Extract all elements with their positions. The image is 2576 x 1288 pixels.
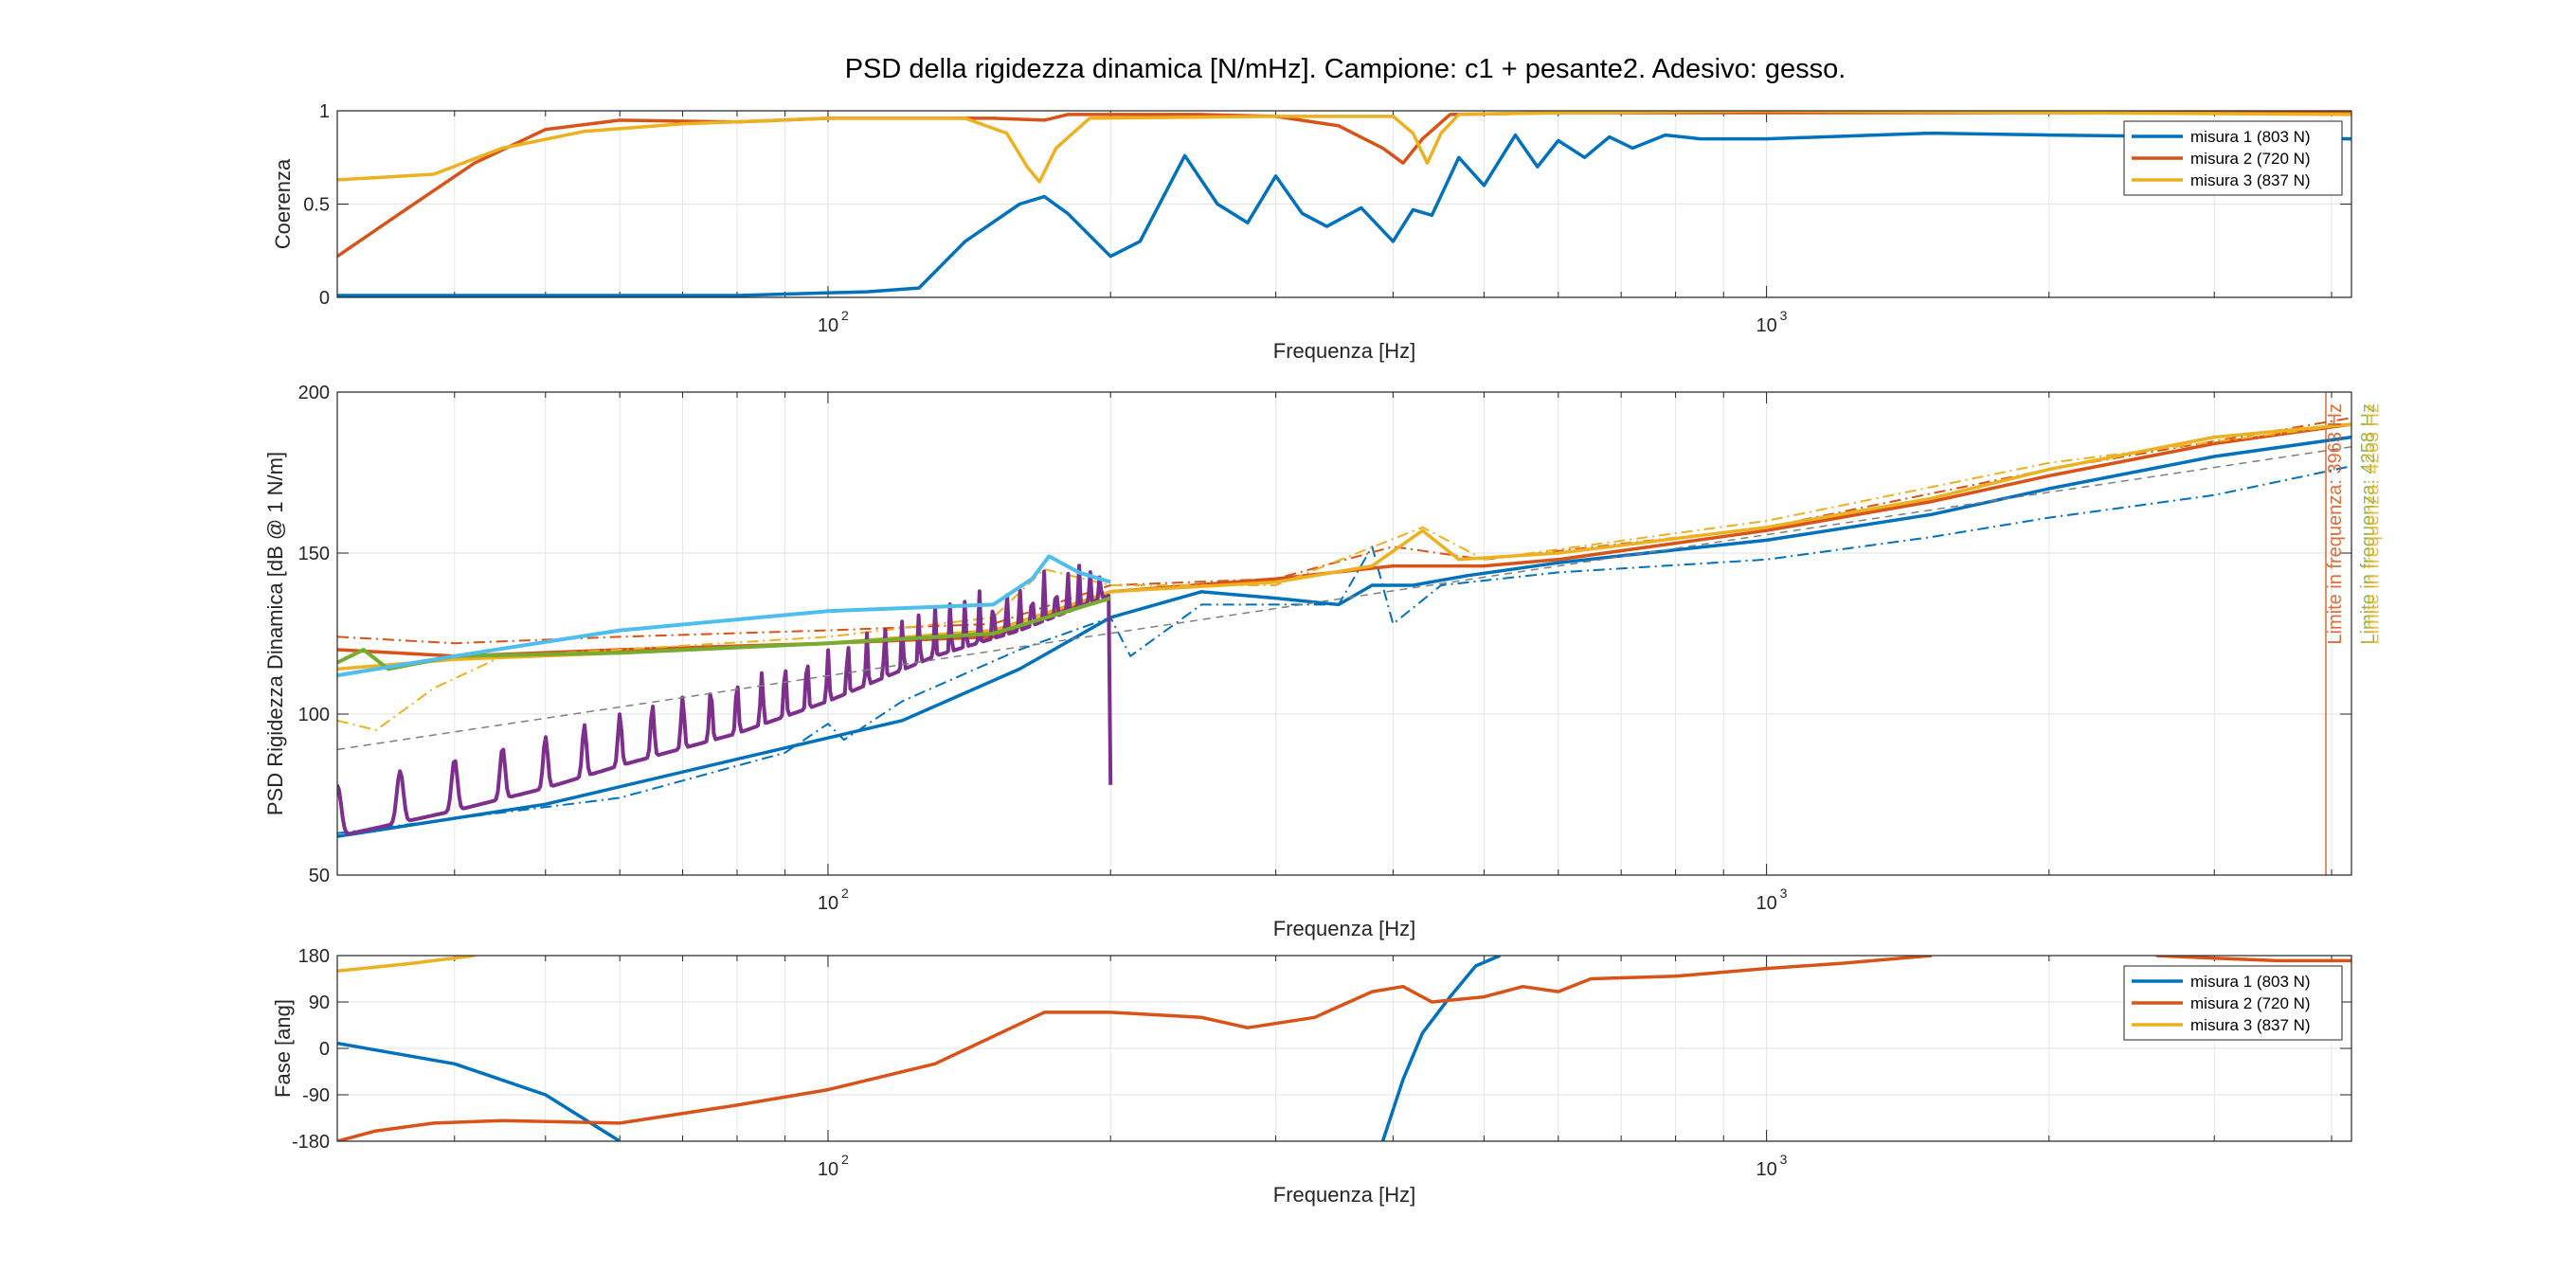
legend-entry: misura 2 (720 N): [2190, 994, 2311, 1012]
figure-title: PSD della rigidezza dinamica [N/mHz]. Ca…: [845, 54, 1846, 84]
series-group: [337, 392, 2351, 875]
y-axis-label: Fase [ang]: [271, 999, 295, 1098]
y-axis-label: PSD Rigidezza Dinamica [dB @ 1 N/m]: [263, 452, 287, 815]
x-tick-exponent: 2: [841, 308, 849, 323]
legend-entry: misura 3 (837 N): [2190, 1016, 2311, 1034]
limit-annotation: Limite in frequenza: 3963 Hz: [2325, 403, 2346, 645]
axes-box: [336, 110, 2352, 298]
y-tick-label: 200: [298, 383, 330, 403]
legend-entry: misura 3 (837 N): [2190, 171, 2311, 189]
series-line: [337, 956, 1933, 1141]
x-tick-exponent: 3: [1780, 886, 1788, 901]
series-line: [337, 596, 1111, 671]
x-tick-label: 10: [1756, 893, 1776, 914]
x-tick-exponent: 2: [841, 1152, 849, 1167]
series-line: [337, 956, 476, 974]
y-tick-label: 0: [319, 288, 330, 309]
series-line: [337, 422, 2351, 658]
x-axis-label: Frequenza [Hz]: [1273, 1183, 1415, 1207]
legend: misura 1 (803 N) misura 2 (720 N) misura 3…: [2123, 965, 2343, 1041]
x-axis-label: Frequenza [Hz]: [1273, 917, 1415, 940]
series-line: [337, 564, 1113, 836]
axes-psd: 50 100 150 200 Limite in frequenza: 3963 Hz L…: [263, 383, 2383, 940]
legend-entry: misura 1 (803 N): [2190, 128, 2311, 146]
series-line: [337, 423, 2351, 731]
y-tick-label: 1: [319, 101, 330, 122]
y-tick-label: 100: [298, 705, 330, 725]
x-tick-exponent: 2: [841, 886, 849, 901]
x-tick-label: 10: [1756, 315, 1776, 336]
series-group: [337, 111, 2351, 297]
x-tick-label: 10: [818, 315, 838, 336]
x-axis-label: Frequenza [Hz]: [1273, 339, 1415, 363]
legend: misura 1 (803 N) misura 2 (720 N) misura 3…: [2123, 120, 2343, 196]
series-line: [337, 111, 2351, 184]
y-tick-label: 50: [309, 866, 330, 886]
y-tick-label: -180: [292, 1132, 330, 1153]
x-tick-label: 10: [1756, 1159, 1776, 1180]
y-axis-label: Coerenza: [271, 158, 295, 249]
legend-entry: misura 1 (803 N): [2190, 973, 2311, 991]
x-tick-label: 10: [818, 893, 838, 914]
y-tick-label: 150: [298, 544, 330, 564]
series-line: [337, 1041, 621, 1141]
series-line: [337, 417, 2351, 645]
y-tick-label: 180: [298, 946, 330, 967]
x-tick-exponent: 3: [1780, 1152, 1788, 1167]
series-line: [337, 435, 2351, 838]
series-line: [2155, 956, 2351, 963]
axes-box: [336, 955, 2352, 1142]
y-tick-label: 0.5: [303, 195, 330, 216]
series-line: [337, 465, 2351, 834]
series-group: [337, 956, 2351, 1141]
limit-annotation: Limite in frequenza: 4263 Hz: [2362, 403, 2383, 645]
y-tick-label: -90: [302, 1085, 330, 1106]
series-line: [1380, 956, 1501, 1141]
y-tick-label: 0: [319, 1039, 330, 1060]
series-line: [337, 554, 1111, 678]
limit-annotation: Limite in frequenza: 4258 Hz: [2358, 403, 2379, 645]
x-tick-label: 10: [818, 1159, 838, 1180]
x-tick-exponent: 3: [1780, 308, 1788, 323]
series-line: [337, 131, 2351, 297]
y-tick-label: 90: [309, 993, 330, 1013]
legend-entry: misura 2 (720 N): [2190, 150, 2311, 168]
axes-box: [336, 391, 2352, 876]
plot-area: [337, 392, 2351, 875]
